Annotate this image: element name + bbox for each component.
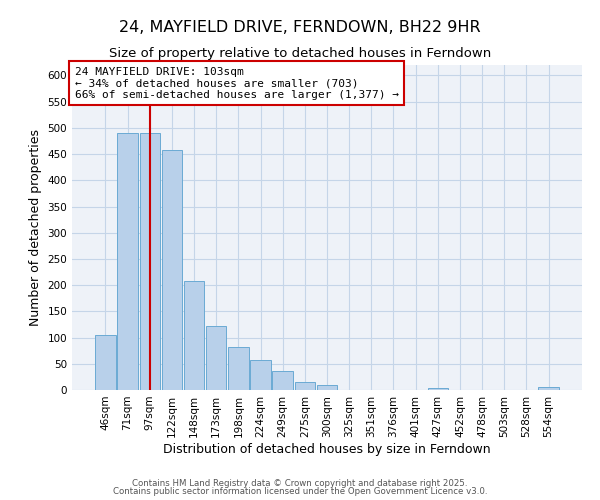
Text: Size of property relative to detached houses in Ferndown: Size of property relative to detached ho… — [109, 47, 491, 60]
Bar — [118, 133, 138, 390]
Bar — [184, 281, 204, 390]
Bar — [428, 388, 448, 390]
Bar — [538, 388, 559, 390]
Bar — [228, 347, 248, 390]
Text: 24 MAYFIELD DRIVE: 103sqm
← 34% of detached houses are smaller (703)
66% of semi: 24 MAYFIELD DRIVE: 103sqm ← 34% of detac… — [74, 66, 398, 100]
X-axis label: Distribution of detached houses by size in Ferndown: Distribution of detached houses by size … — [163, 442, 491, 456]
Bar — [250, 360, 271, 390]
Text: Contains HM Land Registry data © Crown copyright and database right 2025.: Contains HM Land Registry data © Crown c… — [132, 478, 468, 488]
Bar — [161, 150, 182, 390]
Bar — [272, 371, 293, 390]
Bar — [206, 326, 226, 390]
Bar — [95, 335, 116, 390]
Y-axis label: Number of detached properties: Number of detached properties — [29, 129, 42, 326]
Text: 24, MAYFIELD DRIVE, FERNDOWN, BH22 9HR: 24, MAYFIELD DRIVE, FERNDOWN, BH22 9HR — [119, 20, 481, 35]
Text: Contains public sector information licensed under the Open Government Licence v3: Contains public sector information licen… — [113, 487, 487, 496]
Bar — [140, 133, 160, 390]
Bar — [317, 385, 337, 390]
Bar — [295, 382, 315, 390]
